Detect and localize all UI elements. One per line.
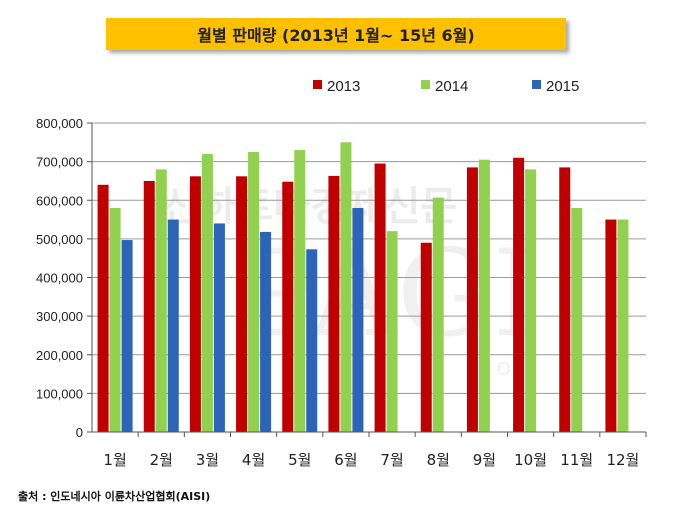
bar-2014 [386, 231, 398, 432]
x-tick-label: 1월 [103, 451, 126, 469]
bar-2013 [97, 184, 109, 432]
bar-2013 [328, 175, 340, 432]
bar-2013 [559, 167, 571, 432]
bar-2013 [513, 157, 525, 432]
bar-2015 [167, 219, 179, 432]
x-tick-label: 8월 [427, 451, 450, 469]
y-tick-label: 0 [76, 425, 83, 440]
y-tick-label: 300,000 [36, 309, 83, 324]
chart-title-box: 월별 판매량 (2013년 1월~ 15년 6월) [106, 18, 566, 50]
bar-2013 [143, 180, 155, 432]
chart-title: 월별 판매량 (2013년 1월~ 15년 6월) [197, 26, 475, 45]
bar-2014 [525, 169, 537, 432]
y-tick-label: 200,000 [36, 348, 83, 363]
bar-2014 [155, 169, 167, 432]
bar-2013 [466, 167, 478, 432]
x-tick-label: 7월 [380, 451, 403, 469]
x-tick-label: 11월 [560, 451, 593, 469]
x-tick-label: 2월 [150, 451, 173, 469]
x-tick-label: 6월 [334, 451, 357, 469]
bar-2014 [571, 207, 583, 432]
bar-2014 [432, 197, 444, 432]
bar-2014 [109, 207, 121, 432]
legend-label-2013: 2013 [327, 78, 360, 95]
bar-2013 [374, 163, 386, 432]
x-tick-label: 3월 [196, 451, 219, 469]
bar-2015 [121, 240, 133, 432]
bar-2013 [605, 219, 617, 432]
bar-2015 [213, 223, 225, 432]
source-note: 출처 : 인도네시아 이륜차산업협회(AISI) [18, 490, 211, 503]
y-tick-label: 600,000 [36, 193, 83, 208]
y-tick-label: 400,000 [36, 271, 83, 286]
legend-swatch-2014 [421, 80, 430, 89]
y-tick-label: 800,000 [36, 116, 83, 131]
bar-2014 [340, 142, 352, 432]
bar-2013 [420, 242, 432, 432]
bar-2014 [201, 153, 213, 432]
bar-2013 [282, 181, 294, 432]
bar-2015 [260, 231, 272, 432]
bar-2014 [617, 219, 629, 432]
x-tick-label: 5월 [288, 451, 311, 469]
bar-2014 [294, 150, 306, 432]
y-tick-label: 500,000 [36, 232, 83, 247]
legend-swatch-2013 [313, 80, 322, 89]
x-tick-label: 4월 [242, 451, 265, 469]
y-tick-label: 700,000 [36, 155, 83, 170]
bar-2014 [478, 159, 490, 432]
legend-label-2015: 2015 [546, 78, 579, 95]
bar-2013 [189, 176, 201, 432]
bar-2014 [248, 151, 260, 432]
x-tick-label: 12월 [606, 451, 639, 469]
x-tick-label: 9월 [473, 451, 496, 469]
bar-2015 [352, 207, 364, 432]
bar-2015 [306, 249, 318, 432]
legend-swatch-2015 [532, 80, 541, 89]
bar-2013 [236, 176, 248, 432]
legend-label-2014: 2014 [435, 78, 468, 95]
x-tick-label: 10월 [514, 451, 547, 469]
y-tick-label: 100,000 [36, 386, 83, 401]
